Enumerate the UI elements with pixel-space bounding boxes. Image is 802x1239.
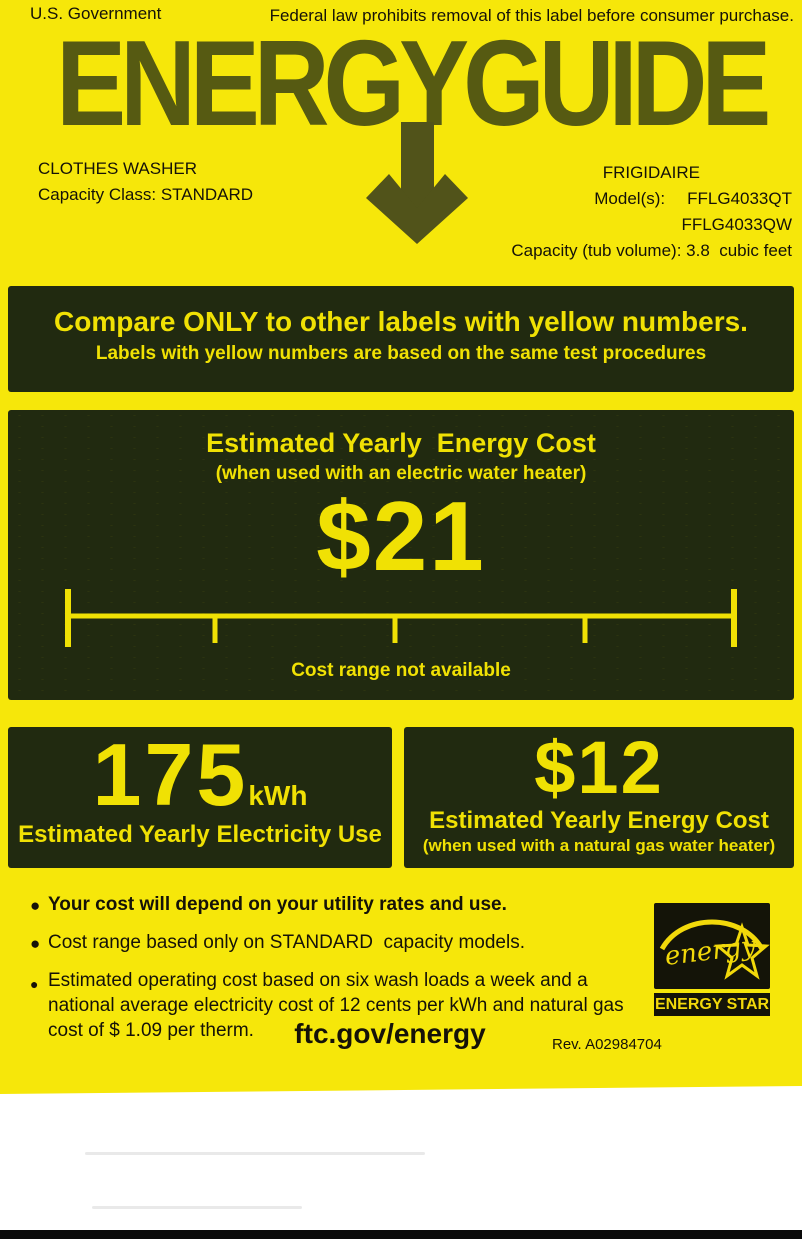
energy-guide-label: U.S. Government Federal law prohibits re… bbox=[0, 0, 802, 1094]
models-line: Model(s): FFLG4033QT bbox=[511, 186, 792, 212]
electricity-value-line: 175kWh bbox=[8, 727, 392, 819]
model-number-1: FFLG4033QT bbox=[687, 189, 792, 208]
footnote-3: ● Estimated operating cost based on six … bbox=[30, 968, 655, 1043]
logo-guide: GUIDE bbox=[463, 15, 771, 151]
scan-smudge bbox=[92, 1206, 302, 1209]
energyguide-logo: ENERGYGUIDE bbox=[56, 15, 771, 151]
compare-banner: Compare ONLY to other labels with yellow… bbox=[8, 286, 794, 392]
cost-range-scale bbox=[65, 589, 737, 647]
star-icon bbox=[714, 922, 770, 980]
cost-range-note: Cost range not available bbox=[291, 660, 511, 681]
logo-energ: ENERG bbox=[56, 15, 405, 151]
gas-box-sublabel: (when used with a natural gas water heat… bbox=[422, 836, 776, 855]
yearly-cost-electric-value: $21 bbox=[316, 481, 486, 591]
product-info-right: FRIGIDAIRE Model(s): FFLG4033QT FFLG4033Q… bbox=[511, 160, 792, 264]
yearly-cost-gas-value: $12 bbox=[534, 726, 664, 809]
product-info-left: CLOTHES WASHER Capacity Class: STANDARD bbox=[38, 156, 253, 208]
cost-box-title: Estimated Yearly Energy Cost bbox=[206, 428, 596, 458]
energy-star-emblem: energy bbox=[654, 903, 770, 989]
ftc-url: ftc.gov/energy bbox=[294, 1018, 486, 1049]
footnote-2: ● Cost range based only on STANDARD capa… bbox=[30, 930, 655, 955]
revision-number: Rev. A02984704 bbox=[552, 1036, 662, 1053]
federal-law-notice: Federal law prohibits removal of this la… bbox=[269, 6, 794, 25]
electricity-use-value: 175 bbox=[92, 725, 249, 824]
gas-box-label: Estimated Yearly Energy Cost bbox=[429, 807, 769, 834]
scan-smudge bbox=[85, 1152, 425, 1155]
yearly-cost-gas-box: $12 Estimated Yearly Energy Cost (when u… bbox=[404, 727, 794, 868]
capacity-line: Capacity (tub volume): 3.8 cubic feet bbox=[511, 241, 792, 260]
bullet-icon: ● bbox=[30, 976, 39, 992]
footnote-2-text: Cost range based only on STANDARD capaci… bbox=[48, 932, 525, 953]
us-government-text: U.S. Government bbox=[30, 4, 162, 23]
models-label: Model(s): bbox=[594, 189, 666, 208]
compare-banner-subtitle: Labels with yellow numbers are based on … bbox=[95, 343, 707, 364]
footnote-3-text: Estimated operating cost based on six wa… bbox=[48, 970, 629, 1041]
energy-star-graphic: energy bbox=[659, 919, 770, 980]
yearly-energy-cost-box: Estimated Yearly Energy Cost (when used … bbox=[8, 410, 794, 700]
scan-edge-bar bbox=[0, 1230, 802, 1239]
energy-star-caption: ENERGY STAR bbox=[654, 993, 770, 1016]
electricity-use-label: Estimated Yearly Electricity Use bbox=[18, 820, 382, 848]
energy-star-logo: energy ENERGY STAR bbox=[654, 903, 770, 1016]
brand-name: FRIGIDAIRE bbox=[602, 163, 700, 182]
footnote-1: ● Your cost will depend on your utility … bbox=[30, 892, 655, 917]
bullet-icon: ● bbox=[30, 934, 41, 953]
yearly-electricity-use-box: 175kWh Estimated Yearly Electricity Use bbox=[8, 727, 392, 868]
down-arrow-icon bbox=[366, 122, 468, 244]
electricity-use-unit: kWh bbox=[248, 780, 308, 811]
product-type: CLOTHES WASHER bbox=[38, 159, 198, 178]
footnotes: ● Your cost will depend on your utility … bbox=[30, 892, 655, 1056]
footnote-1-text: Your cost will depend on your utility ra… bbox=[48, 894, 507, 915]
cost-box-subtitle: (when used with an electric water heater… bbox=[215, 463, 587, 484]
model-number-2: FFLG4033QW bbox=[681, 215, 792, 234]
bullet-icon: ● bbox=[30, 896, 41, 915]
compare-banner-title: Compare ONLY to other labels with yellow… bbox=[54, 306, 748, 337]
capacity-class: Capacity Class: STANDARD bbox=[38, 185, 254, 204]
